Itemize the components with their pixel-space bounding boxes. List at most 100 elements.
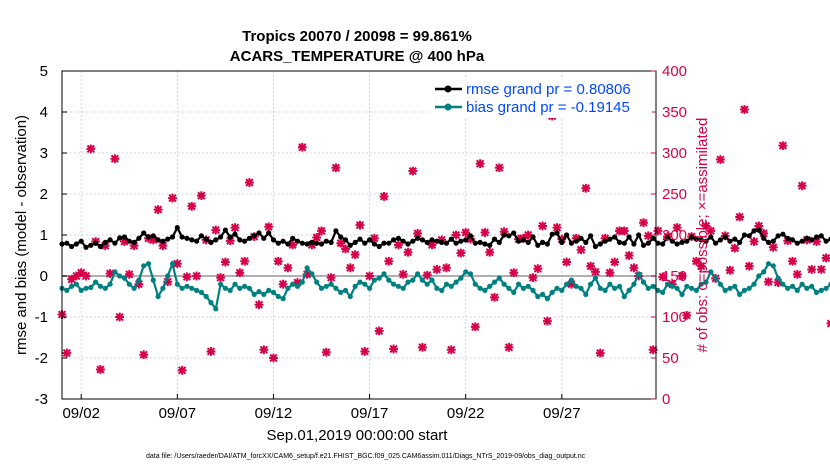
obs-count-point — [408, 166, 418, 176]
bias-point — [78, 287, 84, 293]
bias-point — [554, 285, 560, 291]
bias-point — [684, 283, 690, 289]
bias-point — [487, 283, 493, 289]
obs-count-point — [504, 342, 514, 352]
bias-point — [621, 293, 627, 300]
obs-count-point — [269, 353, 278, 363]
bias-point — [376, 275, 382, 281]
bias-point — [804, 285, 810, 291]
rmse-point — [352, 239, 358, 245]
obs-count-point — [211, 225, 221, 235]
rmse-point — [83, 244, 89, 250]
bias-point — [280, 296, 286, 302]
bias-point — [607, 281, 613, 287]
obs-count-point — [312, 233, 322, 242]
bias-point — [713, 275, 719, 281]
bias-point — [520, 285, 527, 291]
obs-count-point — [475, 159, 485, 169]
bias-point — [578, 285, 584, 291]
rmse-point — [780, 231, 786, 237]
bias-point — [602, 287, 608, 293]
obs-count-point — [672, 223, 682, 233]
obs-count-point — [749, 237, 759, 246]
obs-count-point — [725, 265, 735, 275]
rmse-point — [160, 238, 166, 244]
rmse-point — [333, 228, 339, 234]
bias-point — [294, 283, 301, 289]
obs-count-point — [432, 265, 442, 274]
bias-point — [664, 281, 671, 287]
legend-box — [430, 78, 652, 118]
bias-point — [136, 277, 142, 283]
rmse-point — [395, 235, 401, 241]
x-tick-label: 09/07 — [159, 405, 197, 422]
obs-count-point — [418, 342, 427, 352]
bias-point — [270, 289, 277, 295]
chart-title: Tropics 20070 / 20098 = 99.861% — [242, 28, 472, 45]
bias-point — [756, 273, 762, 279]
obs-count-point — [360, 347, 370, 356]
bias-point — [669, 283, 675, 289]
bias-point — [818, 287, 824, 293]
rmse-point — [112, 240, 118, 246]
bias-point — [189, 285, 195, 291]
obs-count-point — [557, 234, 567, 244]
bias-point — [717, 281, 724, 287]
obs-count-point — [129, 241, 139, 251]
bias-point — [525, 283, 531, 289]
bias-point — [266, 287, 272, 293]
obs-count-point — [499, 227, 509, 237]
bias-point — [765, 261, 772, 267]
bias-point — [64, 287, 70, 293]
rmse-point — [732, 236, 738, 242]
rmse-point — [189, 237, 195, 243]
bias-point — [689, 285, 695, 291]
bias-point — [631, 281, 637, 287]
rmse-point — [131, 239, 137, 245]
rmse-point — [93, 240, 99, 246]
rmse-point — [141, 230, 147, 236]
bias-point — [751, 281, 757, 287]
obs-count-point — [446, 345, 456, 355]
obs-count-point — [442, 263, 451, 273]
rmse-point — [424, 239, 430, 245]
rmse-point — [717, 237, 724, 243]
y-right-tick-label: 100 — [662, 309, 687, 326]
bias-point — [117, 273, 123, 279]
obs-count-point — [225, 236, 235, 246]
obs-count-point — [571, 233, 581, 243]
rmse-point — [290, 235, 296, 241]
rmse-point — [626, 234, 632, 240]
bias-point — [727, 285, 733, 291]
obs-count-point — [62, 348, 72, 358]
bias-point — [516, 281, 522, 287]
x-axis: 09/02 09/07 09/12 09/17 09/22 09/27 — [62, 394, 581, 422]
rmse-point — [511, 230, 517, 236]
obs-count-point — [326, 273, 336, 283]
x-tick-label: 09/02 — [62, 405, 100, 422]
bias-point — [655, 287, 661, 293]
bias-point — [660, 289, 666, 295]
x-tick-label: 09/22 — [447, 405, 485, 422]
rmse-point — [737, 239, 743, 245]
rmse-point — [338, 234, 344, 240]
rmse-point — [607, 236, 613, 242]
obs-count-point — [384, 256, 394, 266]
obs-count-point — [485, 247, 495, 257]
bias-point — [107, 281, 113, 287]
bias-point — [126, 281, 132, 287]
obs-count-point — [302, 269, 312, 279]
x-tick-label: 09/27 — [543, 405, 581, 422]
rmse-point — [376, 243, 382, 250]
rmse-point — [126, 238, 132, 244]
obs-count-point — [629, 263, 639, 273]
rmse-point — [809, 237, 815, 243]
y-tick-label: 3 — [40, 145, 48, 162]
x-tick-label: 09/17 — [351, 405, 389, 422]
rmse-point — [391, 237, 397, 243]
obs-count-point — [168, 193, 177, 203]
bias-point — [472, 281, 478, 287]
rmse-point — [419, 237, 425, 243]
rmse-point — [184, 235, 190, 241]
rmse-point — [285, 241, 291, 247]
